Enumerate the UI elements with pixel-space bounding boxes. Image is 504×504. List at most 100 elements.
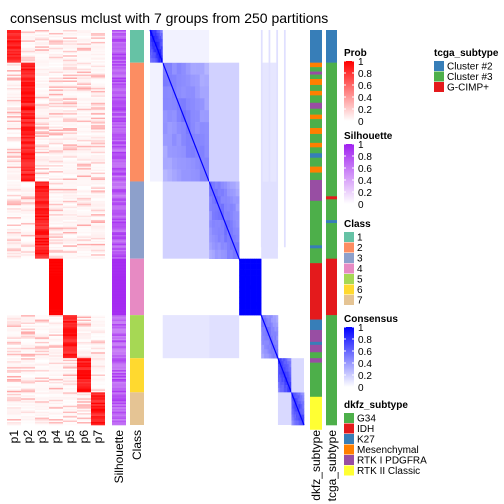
prob-cell (21, 231, 35, 234)
consensus-cell (243, 258, 246, 264)
silhouette-cell (112, 383, 126, 386)
dkfz-cell (310, 74, 322, 80)
consensus-cell (284, 381, 286, 386)
prob-cell (35, 277, 49, 280)
prob-cell (35, 203, 49, 206)
prob-cell (21, 321, 35, 323)
prob-cell (91, 168, 105, 170)
prob-cell (21, 383, 35, 386)
prob-cell (35, 295, 49, 298)
prob-cell (49, 130, 63, 133)
prob-cell (91, 179, 105, 182)
prob-cell (63, 163, 77, 166)
prob-cell (49, 70, 63, 72)
prob-cell (21, 32, 35, 35)
prob-cell (91, 358, 105, 360)
silhouette-cell (112, 199, 126, 202)
prob-cell (49, 74, 63, 77)
consensus-cell (247, 269, 251, 276)
silhouette-cell (112, 310, 126, 313)
prob-cell (91, 292, 105, 295)
silhouette-cell (112, 340, 126, 343)
prob-cell (63, 263, 77, 265)
prob-cell (91, 255, 105, 258)
prob-cell (49, 32, 63, 35)
prob-cell (77, 398, 91, 401)
prob-cell (7, 242, 21, 245)
prob-cell (63, 277, 77, 280)
prob-cell (7, 352, 21, 355)
silhouette-cell (112, 98, 126, 101)
prob-cell (7, 107, 21, 110)
prob-cell (77, 303, 91, 306)
silhouette-cell (112, 257, 126, 259)
prob-cell (35, 138, 49, 141)
prob-cell (49, 190, 63, 193)
prob-cell (35, 111, 49, 114)
prob-cell (21, 92, 35, 95)
prob-cell (91, 139, 105, 142)
class-block-7 (130, 392, 144, 425)
silhouette-cell (112, 356, 126, 359)
consensus-cell (276, 318, 279, 323)
silhouette-column (112, 30, 126, 426)
prob-cell (35, 125, 49, 127)
prob-cell (7, 81, 21, 84)
prob-cell (91, 62, 105, 65)
prob-cell (77, 236, 91, 239)
prob-cell (63, 402, 77, 405)
consensus-cell (277, 361, 280, 365)
prob-cell (35, 166, 49, 169)
prob-cell (91, 90, 105, 93)
prob-cell (49, 117, 63, 120)
prob-cell (91, 399, 105, 402)
silhouette-cell (112, 177, 126, 179)
prob-cell (7, 76, 21, 78)
dkfz-cell (310, 102, 322, 110)
dkfz-cell (310, 90, 322, 96)
silhouette-cell (112, 53, 126, 56)
tcga-cell (326, 258, 337, 316)
prob-cell (35, 331, 49, 334)
prob-cell (49, 135, 63, 138)
prob-cell (63, 398, 77, 401)
tcga-cell (326, 315, 337, 426)
consensus-cell (281, 371, 284, 375)
consensus-cell (262, 326, 265, 332)
prob-cell (91, 374, 105, 377)
prob-cell (49, 188, 63, 191)
prob-cell (21, 74, 35, 77)
prob-cell (77, 319, 91, 322)
consensus-cell (301, 392, 303, 396)
consensus-cell (153, 58, 155, 63)
prob-cell (35, 129, 49, 132)
prob-cell (63, 239, 77, 242)
consensus-cell (158, 46, 161, 50)
prob-cell (91, 177, 105, 179)
prob-cell (63, 68, 77, 71)
consensus-cell (227, 242, 231, 251)
consensus-cell (220, 196, 225, 205)
prob-cell (35, 322, 49, 325)
prob-cell (77, 151, 91, 154)
consensus-cell (264, 318, 267, 323)
prob-cell (35, 270, 49, 273)
prob-cell (7, 359, 21, 362)
prob-cell (35, 205, 49, 208)
prob-cell (21, 392, 35, 395)
prob-cell (7, 223, 21, 225)
prob-cell (21, 380, 35, 383)
prob-cell (91, 404, 105, 406)
prob-cell (35, 306, 49, 308)
prob-cell (49, 166, 63, 169)
consensus-cell (297, 411, 300, 415)
prob-cell (77, 211, 91, 213)
prob-cell (7, 370, 21, 372)
consensus-cell (277, 381, 280, 386)
prob-cell (77, 133, 91, 136)
silhouette-cell (112, 240, 126, 243)
prob-cell (63, 316, 77, 319)
prob-cell (35, 148, 49, 151)
silhouette-cell (112, 96, 126, 99)
prob-cell (49, 298, 63, 301)
